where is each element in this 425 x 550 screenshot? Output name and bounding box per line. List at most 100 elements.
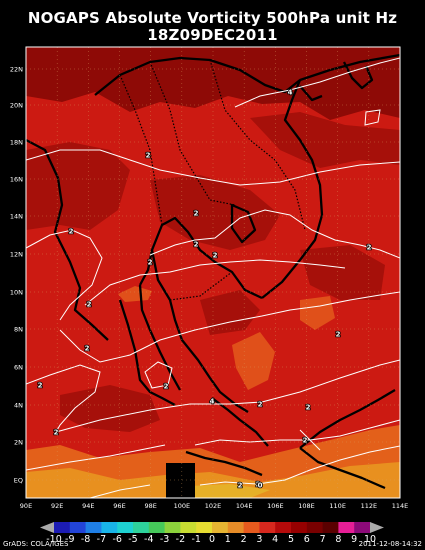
- colorbar-swatch: [54, 522, 71, 533]
- contour-value-label: 2: [335, 330, 342, 340]
- lon-tick-label: 96E: [113, 502, 125, 510]
- lon-tick-label: 106E: [267, 502, 284, 510]
- lat-tick-label: 10N: [10, 289, 23, 297]
- lon-tick-label: 100E: [174, 502, 191, 510]
- plot-frame: [25, 46, 401, 499]
- colorbar-swatch: [69, 522, 86, 533]
- colorbar-swatch: [196, 522, 213, 533]
- contour-value-label: 2: [193, 209, 200, 219]
- colorbar-tick-label: -10: [46, 534, 62, 545]
- contour-value-label: 4: [287, 88, 294, 98]
- colorbar-tick-label: 1: [225, 534, 231, 545]
- colorbar-swatch: [101, 522, 118, 533]
- svg-text:2: 2: [87, 301, 92, 309]
- colorbar-tick-label: -4: [144, 534, 153, 545]
- contour-value-label: 2: [84, 344, 91, 354]
- colorbar-tick-label: 5: [288, 534, 294, 545]
- missing-data-box: [166, 463, 195, 498]
- country-borders: [119, 59, 306, 301]
- footer-credit: GrADS: COLA/IGES: [3, 540, 69, 548]
- map-plot-area: [26, 47, 400, 498]
- svg-text:2: 2: [146, 152, 151, 160]
- colorbar-swatch: [117, 522, 134, 533]
- colorbar-swatch: [243, 522, 260, 533]
- contour-value-label: 2: [193, 240, 200, 250]
- contour-value-label: 2: [37, 381, 44, 391]
- colorbar-tick-label: 4: [272, 534, 278, 545]
- colorbar-swatch: [291, 522, 308, 533]
- colorbar-swatch: [133, 522, 150, 533]
- svg-text:2: 2: [194, 241, 199, 249]
- svg-text:2: 2: [148, 259, 153, 267]
- vorticity-field-low-patch-1: [118, 286, 152, 302]
- svg-text:2: 2: [194, 210, 199, 218]
- lat-tick-label: 16N: [10, 176, 23, 184]
- svg-text:2: 2: [69, 228, 74, 236]
- chart-title: NOGAPS Absolute Vorticity 500hPa unit Hz: [27, 9, 398, 27]
- lon-tick-label: 92E: [51, 502, 63, 510]
- colorbar-tick-label: 6: [304, 534, 310, 545]
- vorticity-field-low-patch-2: [232, 332, 275, 390]
- svg-text:2: 2: [164, 383, 169, 391]
- lat-tick-label: 18N: [10, 139, 23, 147]
- vorticity-field-lowest-south: [190, 484, 270, 498]
- svg-text:2: 2: [54, 429, 59, 437]
- lon-tick-label: 114E: [392, 502, 409, 510]
- colorbar-high-arrow: [370, 522, 384, 533]
- vorticity-field-high-south-west: [60, 385, 160, 432]
- lon-tick-label: 98E: [144, 502, 156, 510]
- svg-text:2: 2: [258, 401, 263, 409]
- contour-value-label: 2: [147, 258, 154, 268]
- colorbar-tick-label: 2: [241, 534, 247, 545]
- colorbar-swatch: [354, 522, 371, 533]
- colorbar-tick-label: -8: [81, 534, 90, 545]
- colorbar-swatch: [148, 522, 165, 533]
- colorbar-swatch: [85, 522, 102, 533]
- colorbar-tick-label: 10: [364, 534, 376, 545]
- colorbar-tick-label: -7: [97, 534, 106, 545]
- lon-tick-label: 104E: [236, 502, 253, 510]
- chart-subtitle-datetime: 18Z09DEC2011: [147, 26, 278, 44]
- contour-value-label: 0: [257, 481, 264, 491]
- svg-text:4: 4: [210, 398, 215, 406]
- colorbar: -10 -9 -8 -7 -6 -5 -4 -3 -2 -1 0 1 2 3 4 5 6 7 8 9 10: [40, 522, 384, 545]
- colorbar-tick-label: -6: [112, 534, 121, 545]
- footer-timestamp: 2011-12-08-14:32: [358, 540, 422, 548]
- lon-tick-label: 112E: [361, 502, 378, 510]
- lat-tick-label: EQ: [14, 477, 23, 485]
- vorticity-field-high-east: [300, 245, 385, 300]
- contour-value-label: 2: [145, 151, 152, 161]
- colorbar-swatch: [259, 522, 276, 533]
- vorticity-field-high-center: [150, 175, 280, 250]
- contour-value-label: 4: [209, 397, 216, 407]
- colorbar-swatch: [212, 522, 229, 533]
- colorbar-tick-label: -2: [176, 534, 185, 545]
- svg-text:4: 4: [288, 89, 293, 97]
- lat-tick-label: 14N: [10, 213, 23, 221]
- lon-tick-label: 94E: [82, 502, 94, 510]
- lat-tick-label: 22N: [10, 66, 23, 74]
- colorbar-tick-label: -9: [65, 534, 74, 545]
- lon-tick-label: 90E: [20, 502, 32, 510]
- contour-value-label: 2: [53, 428, 60, 438]
- colorbar-tick-label: 9: [351, 534, 357, 545]
- contour-value-label: 2: [255, 480, 262, 490]
- contour-value-label: 2: [237, 481, 244, 491]
- svg-text:2: 2: [213, 252, 218, 260]
- lat-tick-label: 4N: [14, 402, 23, 410]
- colorbar-tick-label: 3: [256, 534, 262, 545]
- colorbar-swatch: [275, 522, 292, 533]
- contour-value-label: 2: [257, 400, 264, 410]
- colorbar-swatch: [322, 522, 339, 533]
- colorbar-swatch: [227, 522, 244, 533]
- svg-text:0: 0: [258, 482, 263, 490]
- contour-value-label: 2: [302, 436, 309, 446]
- contour-value-label: 2: [163, 382, 170, 392]
- svg-text:2: 2: [303, 437, 308, 445]
- svg-text:2: 2: [256, 481, 261, 489]
- svg-text:2: 2: [336, 331, 341, 339]
- lon-tick-label: 108E: [298, 502, 315, 510]
- lon-tick-label: 110E: [329, 502, 346, 510]
- colorbar-swatch: [164, 522, 181, 533]
